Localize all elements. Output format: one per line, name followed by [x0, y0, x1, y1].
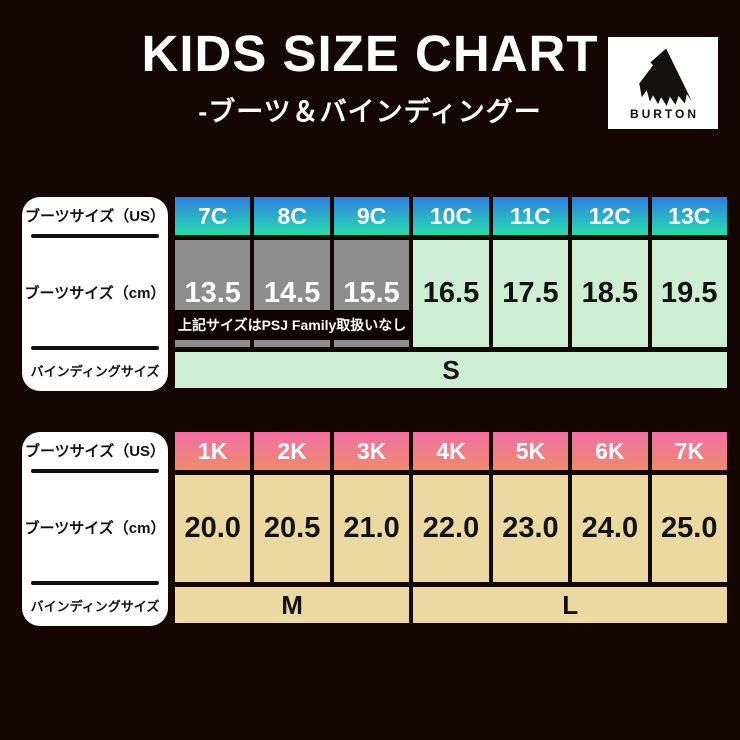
cm-size-cell: 23.0 [492, 475, 569, 582]
cm-size-cell: 22.0 [413, 475, 489, 582]
us-size-cell: 8C [254, 197, 330, 235]
row-label-binding: バインディングサイズ [30, 599, 160, 614]
row-label-boot-cm: ブーツサイズ（cm） [24, 284, 166, 302]
us-size-cell: 4K [413, 432, 489, 470]
cm-size-cell: 21.0 [333, 475, 410, 582]
cm-size-cell: 25.0 [651, 475, 727, 582]
cm-size-cell: 18.5 [572, 240, 648, 347]
burton-wordmark: BURTON [629, 107, 700, 121]
cm-size-cell: 20.5 [254, 475, 330, 582]
us-size-cell: 13C [651, 197, 727, 235]
us-size-cell: 6K [572, 432, 648, 470]
us-size-cell: 11C [492, 197, 569, 235]
size-grid: 7C 8C 9C 10C 11C 12C 13C 13.5 14.5 15.5 … [175, 197, 727, 391]
binding-size-cell: M [175, 587, 410, 623]
us-size-cell: 1K [175, 432, 251, 470]
row-label-boot-cm: ブーツサイズ（cm） [24, 519, 166, 537]
label-divider [31, 469, 159, 473]
us-size-cell: 3K [333, 432, 410, 470]
us-size-cell: 9C [333, 197, 410, 235]
binding-size-row: M L [175, 587, 727, 623]
page-subtitle: -ブーツ＆バインディングー [198, 97, 542, 127]
label-divider [31, 346, 159, 350]
binding-size-row: S [175, 352, 727, 388]
us-size-cell: 2K [254, 432, 330, 470]
size-table-k: ブーツサイズ（US） ブーツサイズ（cm） バインディングサイズ 1K 2K 3… [0, 432, 740, 626]
binding-size-cell: S [175, 352, 727, 388]
row-label-column: ブーツサイズ（US） ブーツサイズ（cm） バインディングサイズ [22, 197, 168, 391]
us-size-cell: 7K [651, 432, 727, 470]
us-size-cell: 12C [572, 197, 648, 235]
psj-family-note: 上記サイズはPSJ Family取扱いなし [175, 310, 410, 340]
cm-size-cell: 20.0 [175, 475, 251, 582]
cm-size-row: 20.0 20.5 21.0 22.0 23.0 24.0 25.0 [175, 475, 727, 582]
label-divider [31, 234, 159, 238]
row-label-binding: バインディングサイズ [30, 364, 160, 379]
cm-size-cell: 19.5 [651, 240, 727, 347]
row-label-boot-us: ブーツサイズ（US） [24, 443, 166, 460]
binding-size-cell: L [413, 587, 727, 623]
burton-logo: BURTON [608, 37, 718, 129]
size-grid: 1K 2K 3K 4K 5K 6K 7K 20.0 20.5 21.0 22.0… [175, 432, 727, 626]
cm-size-row: 13.5 14.5 15.5 16.5 17.5 18.5 19.5 上記サイズ… [175, 240, 727, 347]
row-label-column: ブーツサイズ（US） ブーツサイズ（cm） バインディングサイズ [22, 432, 168, 626]
us-size-cell: 7C [175, 197, 251, 235]
burton-mountain-icon [639, 48, 692, 106]
us-size-cell: 10C [413, 197, 489, 235]
cm-size-cell: 16.5 [413, 240, 489, 347]
size-table-c: ブーツサイズ（US） ブーツサイズ（cm） バインディングサイズ 7C 8C 9… [0, 197, 740, 391]
cm-size-cell: 17.5 [492, 240, 569, 347]
cm-size-cell: 24.0 [572, 475, 648, 582]
us-size-cell: 5K [492, 432, 569, 470]
us-size-row: 1K 2K 3K 4K 5K 6K 7K [175, 432, 727, 470]
label-divider [31, 581, 159, 585]
us-size-row: 7C 8C 9C 10C 11C 12C 13C [175, 197, 727, 235]
page-title: KIDS SIZE CHART [141, 25, 599, 82]
row-label-boot-us: ブーツサイズ（US） [24, 208, 166, 225]
